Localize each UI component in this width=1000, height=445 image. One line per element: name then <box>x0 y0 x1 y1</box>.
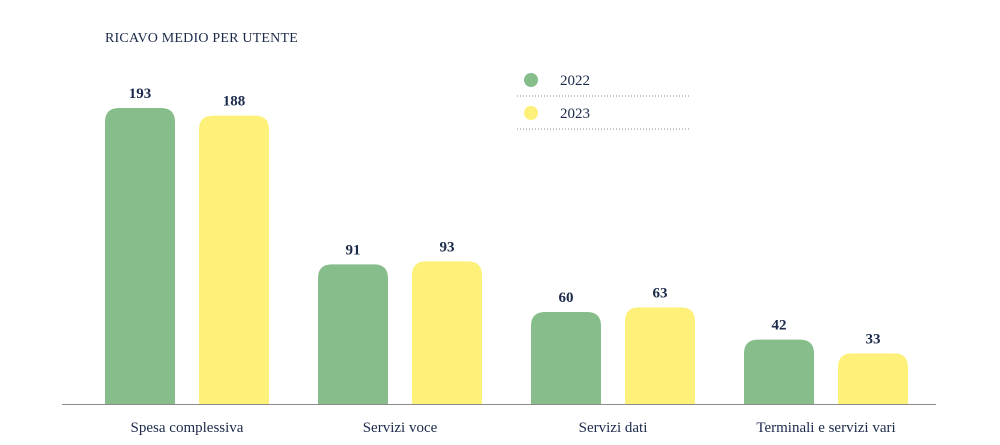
chart-title: RICAVO MEDIO PER UTENTE <box>105 31 298 46</box>
data-label: 193 <box>129 86 152 102</box>
bar-2022-0 <box>105 108 175 404</box>
bar-2022-2 <box>531 311 601 404</box>
bar-2022-3 <box>744 339 814 404</box>
category-label: Terminali e servizi vari <box>756 420 895 436</box>
bar-2023-2 <box>625 307 695 404</box>
bar-2023-0 <box>199 115 269 404</box>
data-label: 42 <box>772 318 787 334</box>
data-label: 91 <box>346 242 361 258</box>
data-label: 93 <box>440 239 455 255</box>
legend-label-2022: 2022 <box>560 73 590 89</box>
legend-marker-2022 <box>524 73 538 87</box>
bar-2023-1 <box>412 261 482 404</box>
data-label: 60 <box>559 290 574 306</box>
data-label: 63 <box>653 285 668 301</box>
bar-2023-3 <box>838 353 908 404</box>
legend-marker-2023 <box>524 106 538 120</box>
data-label: 33 <box>866 331 881 347</box>
category-label: Servizi dati <box>579 420 648 436</box>
category-label: Servizi voce <box>363 420 438 436</box>
bar-2022-1 <box>318 264 388 404</box>
legend-label-2023: 2023 <box>560 106 590 122</box>
data-label: 188 <box>223 94 246 110</box>
category-label: Spesa complessiva <box>131 420 244 436</box>
